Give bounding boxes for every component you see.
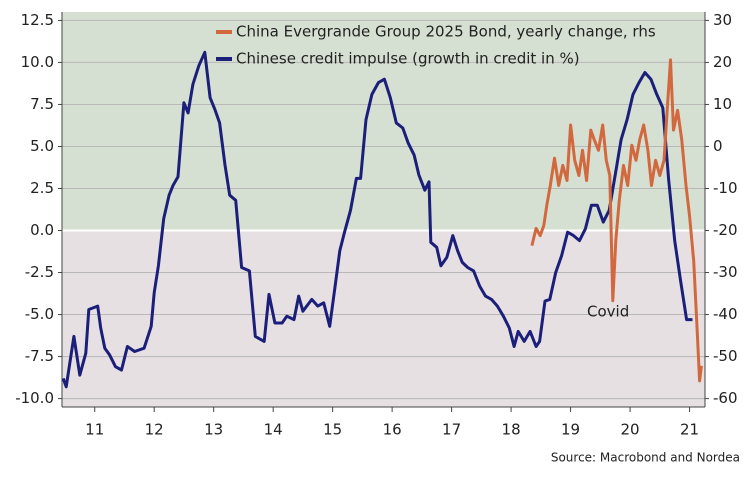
negative-region [62,230,705,407]
x-tick-label: 18 [502,421,521,439]
y2-tick-label: -50 [713,347,738,365]
y-tick-label: -2.5 [25,263,54,281]
x-tick-label: 20 [621,421,640,439]
y-tick-label: -10.0 [15,389,54,407]
y2-tick-label: -20 [713,221,738,239]
y-tick-label: 2.5 [30,179,54,197]
x-tick-label: 12 [145,421,164,439]
series-line [530,58,703,383]
y2-tick-label: -30 [713,263,738,281]
legend-label: Chinese credit impulse (growth in credit… [236,50,580,68]
y-tick-label: -5.0 [25,305,54,323]
y-tick-label: 7.5 [30,95,54,113]
y-tick-label: 10.0 [21,53,54,71]
y2-tick-label: 0 [713,137,723,155]
y2-tick-label: 20 [713,53,732,71]
source: Source: Macrobond and Nordea [551,451,740,465]
x-tick-label: 13 [204,421,223,439]
y2-tick-label: -40 [713,305,738,323]
legend-label: China Evergrande Group 2025 Bond, yearly… [236,23,656,41]
x-tick-label: 15 [323,421,342,439]
y-tick-label: -7.5 [25,347,54,365]
x-tick-label: 21 [680,421,699,439]
x-tick-label: 19 [561,421,580,439]
x-tick-label: 14 [264,421,283,439]
x-tick-label: 16 [383,421,402,439]
positive-region [62,12,705,231]
y-tick-label: 0.0 [30,221,54,239]
x-tick-label: 17 [442,421,461,439]
y2-tick-label: 10 [713,95,732,113]
annotation: Covid [587,303,629,321]
series-line [61,50,693,389]
y-tick-label: 12.5 [21,11,54,29]
y2-tick-label: -60 [713,389,738,407]
y2-tick-label: -10 [713,179,738,197]
y-tick-label: 5.0 [30,137,54,155]
x-tick-label: 11 [85,421,104,439]
y2-tick-label: 30 [713,11,732,29]
